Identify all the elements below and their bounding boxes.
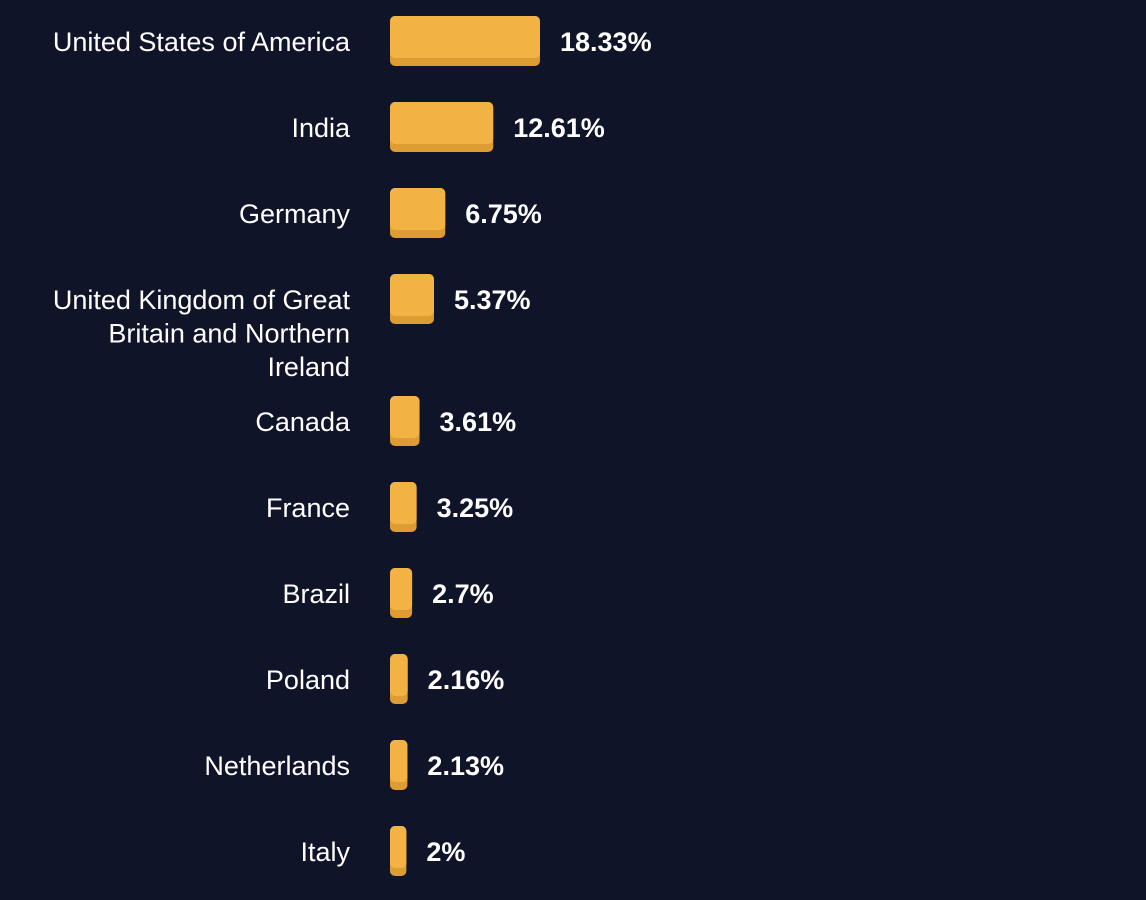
category-label: Brazil — [282, 579, 350, 609]
category-label-line: United States of America — [53, 27, 351, 57]
bar — [390, 654, 408, 696]
category-label-line: Germany — [239, 199, 351, 229]
value-label: 18.33% — [560, 27, 652, 57]
category-label-line: Poland — [266, 665, 350, 695]
category-label-line: Ireland — [267, 352, 350, 382]
bar — [390, 188, 446, 230]
bar — [390, 274, 434, 316]
category-label-line: India — [291, 113, 351, 143]
value-label: 3.61% — [440, 407, 517, 437]
category-label: Poland — [266, 665, 350, 695]
value-label: 2.16% — [428, 665, 505, 695]
value-label: 2% — [426, 837, 465, 867]
bar-row: Germany 6.75% — [239, 188, 542, 238]
category-label: Germany — [239, 199, 351, 229]
bar — [390, 16, 540, 58]
category-label-line: France — [266, 493, 350, 523]
category-label-line: Canada — [255, 407, 351, 437]
category-label-line: Italy — [300, 837, 350, 867]
bar-row: Brazil 2.7% — [282, 568, 494, 618]
category-label-line: Brazil — [282, 579, 350, 609]
bar — [390, 568, 413, 610]
bar-row: Italy 2% — [300, 826, 465, 876]
category-label: France — [266, 493, 350, 523]
bar-row: Poland 2.16% — [266, 654, 504, 704]
category-label: Netherlands — [204, 751, 350, 781]
category-label: United Kingdom of Great Britain and North… — [53, 285, 351, 382]
bar-row: United States of America 18.33% — [53, 16, 652, 66]
category-label: Canada — [255, 407, 351, 437]
bar-row: France 3.25% — [266, 482, 513, 532]
category-label: India — [291, 113, 351, 143]
value-label: 5.37% — [454, 285, 531, 315]
category-label-line: Britain and Northern — [108, 319, 350, 349]
value-label: 12.61% — [513, 113, 605, 143]
bar-row: Netherlands 2.13% — [204, 740, 504, 790]
bar — [390, 826, 407, 868]
value-label: 3.25% — [437, 493, 514, 523]
value-label: 6.75% — [465, 199, 542, 229]
category-label: Italy — [300, 837, 350, 867]
bar-row: India 12.61% — [291, 102, 605, 152]
value-label: 2.7% — [432, 579, 494, 609]
bar-row: Canada 3.61% — [255, 396, 516, 446]
category-label-line: Netherlands — [204, 751, 350, 781]
value-label: 2.13% — [427, 751, 504, 781]
bar — [390, 102, 494, 144]
bar — [390, 740, 408, 782]
bar — [390, 396, 420, 438]
bar-row: United Kingdom of Great Britain and North… — [53, 274, 531, 382]
category-label: United States of America — [53, 27, 351, 57]
bar — [390, 482, 417, 524]
category-label-line: United Kingdom of Great — [53, 285, 351, 315]
